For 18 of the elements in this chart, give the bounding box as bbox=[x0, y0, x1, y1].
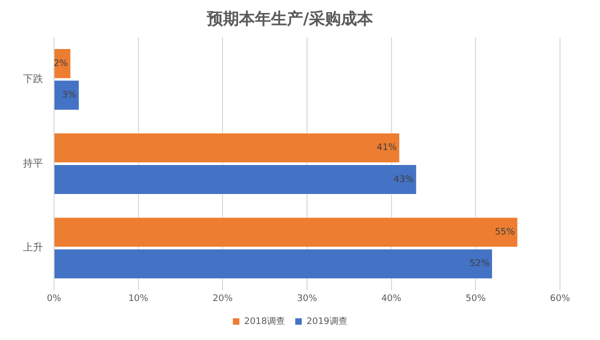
legend-label: 2019调查 bbox=[306, 316, 348, 327]
x-tick-label: 30% bbox=[296, 294, 318, 304]
x-tick-label: 0% bbox=[46, 294, 62, 304]
y-tick-label: 持平 bbox=[23, 157, 43, 170]
x-tick-label: 20% bbox=[212, 294, 234, 304]
chart-title: 预期本年生产/采购成本 bbox=[206, 8, 374, 28]
data-label: 3% bbox=[62, 90, 77, 101]
x-tick-label: 50% bbox=[466, 294, 486, 304]
x-tick-label: 60% bbox=[550, 294, 570, 304]
legend-label: 2018调查 bbox=[244, 316, 285, 327]
y-tick-label: 上升 bbox=[23, 242, 43, 254]
x-tick-label: 40% bbox=[381, 294, 402, 304]
data-label: 55% bbox=[494, 228, 516, 238]
data-label: 41% bbox=[376, 143, 398, 154]
x-tick-label: 10% bbox=[128, 294, 149, 304]
y-tick-label: 下跌 bbox=[23, 72, 43, 85]
data-label: 52% bbox=[470, 259, 490, 270]
data-label: 43% bbox=[394, 174, 414, 185]
